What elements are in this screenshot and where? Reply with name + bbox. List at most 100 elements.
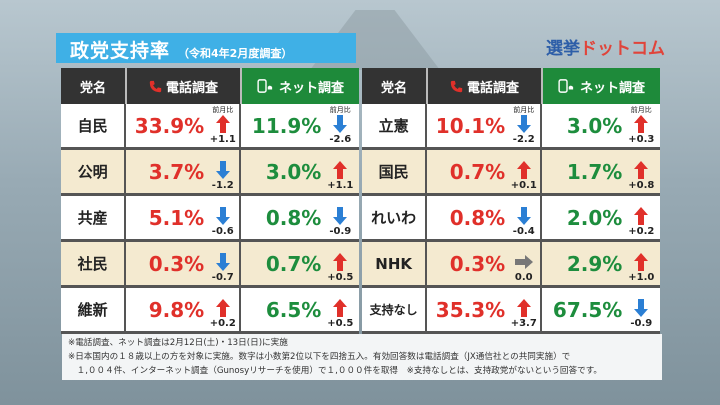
- telephone-value: 5.1%: [148, 205, 205, 230]
- up-arrow-icon: [333, 252, 348, 271]
- internet-cell: 6.5% +0.5: [241, 288, 359, 331]
- telephone-value: 0.7%: [449, 159, 506, 184]
- change-indicator: 前月比 -2.2: [507, 106, 540, 146]
- internet-cell: 3.0% 前月比 +0.3: [542, 104, 660, 147]
- change-indicator: -0.9: [624, 290, 658, 330]
- change-label: 前月比: [513, 105, 535, 114]
- party-name: 自民: [61, 104, 127, 147]
- down-arrow-icon: [517, 114, 532, 133]
- internet-cell: 0.7% +0.5: [241, 242, 359, 285]
- change-value: -0.7: [211, 271, 234, 283]
- telephone-value: 33.9%: [134, 113, 205, 138]
- change-label: 前月比: [329, 105, 351, 114]
- change-indicator: +0.2: [206, 290, 239, 330]
- internet-value: 11.9%: [251, 113, 322, 138]
- internet-value: 2.0%: [566, 205, 623, 230]
- up-arrow-icon: [216, 114, 231, 133]
- telephone-cell: 9.8% +0.2: [126, 288, 242, 331]
- smartphone-icon: [257, 79, 273, 93]
- table-right: 党名 電話調査 ネット調査 立憲 10.1% 前月比 -2.2 3.0% 前月比 +0.3 国…: [362, 68, 660, 334]
- up-arrow-icon: [634, 160, 649, 179]
- up-arrow-icon: [517, 160, 532, 179]
- change-indicator: 0.0: [507, 244, 540, 284]
- header-internet-label: ネット調査: [579, 80, 645, 96]
- change-value: +0.2: [628, 225, 655, 237]
- party-name: れいわ: [362, 196, 428, 239]
- change-value: -0.9: [329, 225, 352, 237]
- telephone-cell: 33.9% 前月比 +1.1: [126, 104, 242, 147]
- up-arrow-icon: [333, 160, 348, 179]
- table-header: 党名 電話調査 ネット調査: [362, 68, 660, 104]
- header-telephone-label: 電話調査: [466, 80, 519, 96]
- internet-value: 3.0%: [265, 159, 322, 184]
- telephone-value: 10.1%: [435, 113, 506, 138]
- party-name: NHK: [362, 242, 428, 285]
- internet-value: 3.0%: [566, 113, 623, 138]
- down-arrow-icon: [634, 298, 649, 317]
- change-indicator: +0.2: [624, 198, 658, 238]
- table-row: 公明 3.7% -1.2 3.0% +1.1: [61, 150, 359, 196]
- change-value: +0.8: [628, 179, 655, 191]
- telephone-value: 3.7%: [148, 159, 205, 184]
- internet-cell: 2.9% +1.0: [542, 242, 660, 285]
- down-arrow-icon: [216, 160, 231, 179]
- change-indicator: 前月比 +0.3: [624, 106, 658, 146]
- change-value: +0.1: [510, 179, 537, 191]
- header-internet: ネット調査: [240, 68, 359, 104]
- change-indicator: +0.1: [507, 152, 540, 192]
- table-row: 維新 9.8% +0.2 6.5% +0.5: [61, 288, 359, 334]
- smartphone-icon: [558, 79, 574, 93]
- change-indicator: +1.0: [624, 244, 658, 284]
- internet-cell: 67.5% -0.9: [542, 288, 660, 331]
- change-label: 前月比: [212, 105, 234, 114]
- telephone-cell: 0.8% -0.4: [427, 196, 543, 239]
- telephone-value: 0.8%: [449, 205, 506, 230]
- site-logo: 選挙ドットコム: [546, 34, 665, 59]
- down-arrow-icon: [517, 206, 532, 225]
- change-value: +1.1: [327, 179, 354, 191]
- phone-icon: [149, 80, 162, 92]
- change-indicator: -0.7: [206, 244, 239, 284]
- header-internet: ネット調査: [541, 68, 660, 104]
- change-value: +0.3: [628, 133, 655, 145]
- up-arrow-icon: [634, 206, 649, 225]
- title-banner: 政党支持率 （令和4年2月度調査）: [56, 33, 356, 63]
- change-value: +1.1: [209, 133, 236, 145]
- change-indicator: +3.7: [507, 290, 540, 330]
- down-arrow-icon: [216, 252, 231, 271]
- change-indicator: 前月比 -2.6: [323, 106, 357, 146]
- internet-cell: 1.7% +0.8: [542, 150, 660, 193]
- internet-cell: 0.8% -0.9: [241, 196, 359, 239]
- logo-part2: ドットコム: [580, 39, 665, 59]
- telephone-cell: 5.1% -0.6: [126, 196, 242, 239]
- party-name: 支持なし: [362, 288, 428, 331]
- internet-cell: 11.9% 前月比 -2.6: [241, 104, 359, 147]
- internet-value: 6.5%: [265, 297, 322, 322]
- table-row: れいわ 0.8% -0.4 2.0% +0.2: [362, 196, 660, 242]
- change-value: -0.4: [512, 225, 535, 237]
- telephone-value: 9.8%: [148, 297, 205, 322]
- party-name: 共産: [61, 196, 127, 239]
- change-indicator: 前月比 +1.1: [206, 106, 239, 146]
- down-arrow-icon: [333, 114, 348, 133]
- change-indicator: -0.6: [206, 198, 239, 238]
- internet-cell: 3.0% +1.1: [241, 150, 359, 193]
- change-indicator: +0.5: [323, 244, 357, 284]
- up-arrow-icon: [333, 298, 348, 317]
- telephone-cell: 0.3% -0.7: [126, 242, 242, 285]
- change-indicator: -0.9: [323, 198, 357, 238]
- party-name: 立憲: [362, 104, 428, 147]
- table-row: 国民 0.7% +0.1 1.7% +0.8: [362, 150, 660, 196]
- header-telephone: 電話調査: [426, 68, 541, 104]
- table-row: NHK 0.3% 0.0 2.9% +1.0: [362, 242, 660, 288]
- footnote-line: ※日本国内の１８歳以上の方を対象に実施。数字は小数第2位以下を四捨五入。有効回答…: [68, 352, 571, 362]
- change-indicator: +1.1: [323, 152, 357, 192]
- up-arrow-icon: [634, 252, 649, 271]
- table-left: 党名 電話調査 ネット調査 自民 33.9% 前月比 +1.1 11.9% 前月比 -2.6…: [61, 68, 359, 334]
- footnote-line: ※電話調査、ネット調査は2月12日(土)・13日(日)に実施: [68, 338, 288, 348]
- table-row: 立憲 10.1% 前月比 -2.2 3.0% 前月比 +0.3: [362, 104, 660, 150]
- party-name: 国民: [362, 150, 428, 193]
- table-header: 党名 電話調査 ネット調査: [61, 68, 359, 104]
- table-row: 自民 33.9% 前月比 +1.1 11.9% 前月比 -2.6: [61, 104, 359, 150]
- down-arrow-icon: [216, 206, 231, 225]
